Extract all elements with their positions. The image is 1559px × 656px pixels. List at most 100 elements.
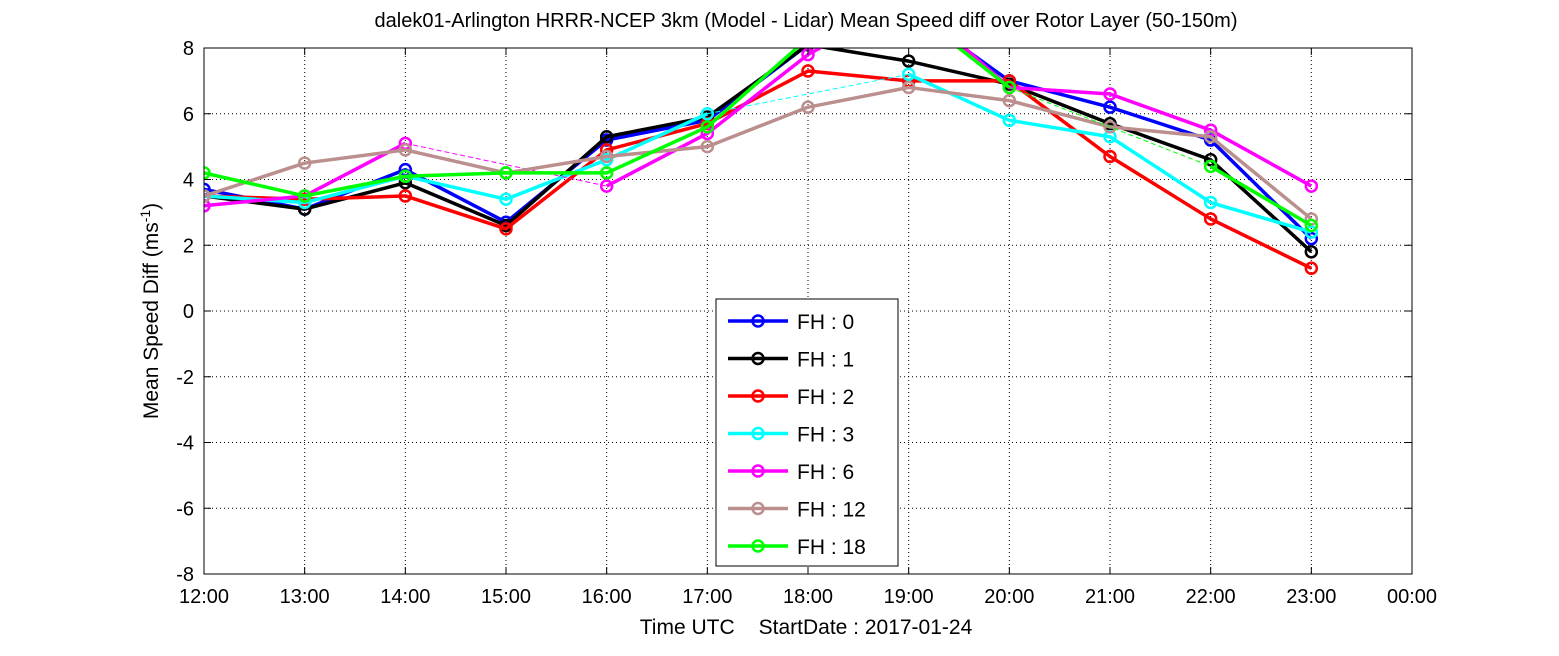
series-line	[907, 72, 1312, 234]
series-line	[204, 112, 709, 205]
data-point	[901, 80, 916, 95]
series-line	[204, 69, 1313, 270]
data-point	[204, 166, 211, 180]
data-point	[297, 156, 312, 170]
series-gap-line	[1009, 86, 1211, 167]
y-axis-label-sup: -1	[137, 210, 153, 223]
x-tick-label: 20:00	[984, 586, 1034, 608]
y-tick-label: 2	[183, 235, 194, 257]
x-tick-label: 14:00	[380, 586, 430, 608]
x-tick-label: 13:00	[280, 586, 330, 608]
legend-entry: FH : 3	[728, 424, 854, 447]
legend-label: FH : 6	[797, 461, 854, 484]
legend-entries: FH : 0 FH : 1 FH : 2 FH : 3 FH : 6 FH : 12 FH …	[728, 311, 866, 559]
data-point	[599, 149, 614, 164]
chart-title: dalek01-Arlington HRRR-NCEP 3km (Model -…	[375, 10, 1238, 32]
y-axis-label-close: )	[140, 203, 163, 210]
series-layer	[204, 48, 1319, 276]
data-point	[700, 107, 715, 121]
data-point	[1304, 218, 1319, 233]
data-point	[499, 192, 513, 206]
data-point	[1103, 87, 1117, 101]
data-point	[901, 54, 916, 68]
x-axis-label: Time UTC StartDate : 2017-01-24	[640, 616, 973, 639]
data-point	[1002, 113, 1017, 128]
legend-entry: FH : 0	[728, 311, 854, 334]
x-tick-label: 23:00	[1286, 586, 1336, 608]
series-gap-line	[405, 142, 607, 187]
data-point	[1304, 225, 1319, 239]
y-tick-labels: 8 6 4 2 0 -2 -4 -6 -8	[176, 38, 194, 586]
y-axis-label: Mean Speed Diff (ms-1)	[137, 203, 163, 419]
data-point	[801, 64, 815, 78]
legend-swatch-marker	[751, 351, 765, 366]
legend-swatch-marker	[751, 539, 765, 553]
legend-label: FH : 1	[797, 349, 854, 372]
legend-swatch-marker	[751, 389, 765, 403]
axis-ticks	[203, 47, 1413, 575]
x-tick-label: 19:00	[884, 586, 934, 608]
data-point	[398, 143, 413, 157]
data-point	[204, 189, 211, 203]
data-point	[1203, 195, 1218, 210]
data-point	[1002, 93, 1017, 108]
x-tick-label: 18:00	[783, 586, 833, 608]
x-axis-label-date: StartDate : 2017-01-24	[759, 616, 973, 639]
legend-label: FH : 12	[797, 499, 866, 522]
y-tick-label: -4	[176, 433, 194, 455]
data-point	[204, 199, 211, 213]
series-line	[605, 48, 1313, 188]
data-point	[1002, 80, 1017, 95]
legend-swatch-marker	[751, 501, 765, 516]
data-point	[1203, 212, 1218, 226]
x-tick-label: 12:00	[179, 586, 229, 608]
x-tick-label: 17:00	[682, 586, 732, 608]
legend-label: FH : 0	[797, 311, 854, 334]
data-point	[901, 67, 916, 82]
legend-label: FH : 3	[797, 424, 854, 447]
legend: FH : 0 FH : 1 FH : 2 FH : 3 FH : 6 FH : 12 FH …	[715, 298, 899, 567]
data-point	[398, 189, 413, 203]
y-tick-label: 4	[183, 170, 194, 192]
y-tick-label: 6	[183, 104, 194, 126]
x-tick-label: 21:00	[1085, 586, 1135, 608]
data-point	[700, 139, 715, 154]
y-tick-label: 8	[183, 38, 194, 60]
data-point	[204, 182, 211, 197]
y-tick-label: 0	[183, 301, 194, 323]
legend-entry: FH : 2	[728, 386, 854, 409]
data-point	[1103, 120, 1117, 134]
legend-swatch-marker	[751, 426, 765, 441]
series-line	[1209, 164, 1313, 228]
x-tick-label: 15:00	[481, 586, 531, 608]
legend-swatch-marker	[751, 464, 765, 478]
data-point	[1103, 149, 1117, 164]
y-tick-label: -8	[176, 564, 194, 586]
y-tick-label: -2	[176, 367, 194, 389]
series-6	[204, 48, 1319, 233]
data-point	[1304, 261, 1319, 276]
data-point	[1304, 179, 1319, 193]
data-point	[499, 222, 513, 236]
data-point	[801, 100, 815, 114]
y-axis-label-main: Mean Speed Diff (ms	[140, 222, 163, 419]
x-tick-label: 00:00	[1387, 586, 1437, 608]
x-tick-label: 22:00	[1186, 586, 1236, 608]
data-point	[398, 169, 413, 183]
y-tick-label: -6	[176, 498, 194, 520]
legend-label: FH : 18	[797, 536, 866, 559]
legend-entry: FH : 12	[728, 499, 866, 522]
x-tick-label: 16:00	[582, 586, 632, 608]
data-point	[1203, 130, 1218, 144]
legend-entry: FH : 6	[728, 461, 854, 484]
series-line	[204, 85, 1313, 221]
x-tick-labels: 12:00 13:00 14:00 15:00 16:00 17:00 18:00 19:00…	[179, 586, 1437, 608]
legend-entry: FH : 1	[728, 349, 854, 372]
data-point	[599, 179, 614, 193]
x-axis-label-time: Time UTC	[640, 616, 735, 639]
legend-entry: FH : 18	[728, 536, 866, 559]
data-point	[297, 189, 312, 203]
legend-label: FH : 2	[797, 386, 854, 409]
data-point	[499, 166, 513, 180]
data-point	[1304, 245, 1319, 259]
